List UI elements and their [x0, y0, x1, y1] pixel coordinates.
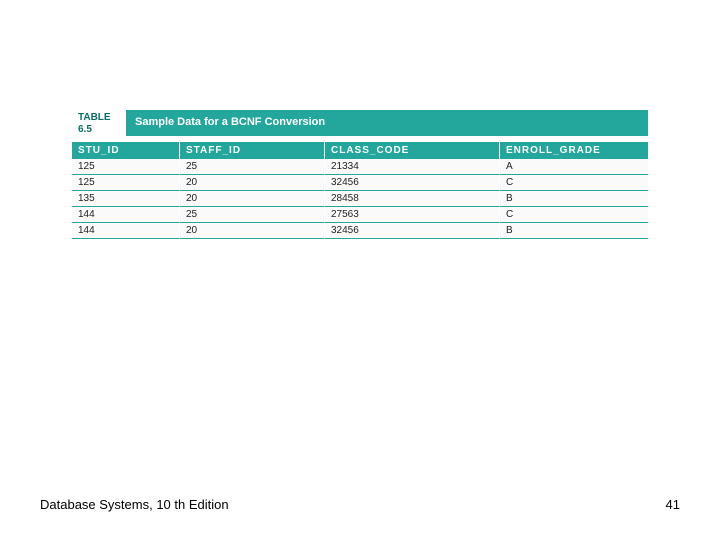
table-column-header: STU_ID STAFF_ID CLASS_CODE ENROLL_GRADE	[72, 142, 648, 159]
cell: A	[500, 159, 648, 175]
cell: 32456	[325, 223, 500, 239]
cell: 20	[180, 223, 325, 239]
table-title-bar: TABLE 6.5 Sample Data for a BCNF Convers…	[72, 110, 648, 136]
cell: 20	[180, 191, 325, 207]
table-row: 125 20 32456 C	[72, 175, 648, 191]
cell: 135	[72, 191, 180, 207]
table-row: 125 25 21334 A	[72, 159, 648, 175]
table-label-cell: TABLE 6.5	[72, 110, 127, 136]
table-row: 135 20 28458 B	[72, 191, 648, 207]
cell: 125	[72, 175, 180, 191]
cell: 28458	[325, 191, 500, 207]
cell: 21334	[325, 159, 500, 175]
footer-left: Database Systems, 10 th Edition	[40, 497, 229, 512]
col-header-staff-id: STAFF_ID	[180, 142, 325, 159]
footer-page-number: 41	[666, 497, 680, 512]
table-row: 144 25 27563 C	[72, 207, 648, 223]
page-footer: Database Systems, 10 th Edition 41	[40, 497, 680, 512]
cell: 125	[72, 159, 180, 175]
cell: 32456	[325, 175, 500, 191]
table-label-num: 6.5	[78, 124, 120, 136]
col-header-stu-id: STU_ID	[72, 142, 180, 159]
cell: 144	[72, 223, 180, 239]
cell: C	[500, 175, 648, 191]
bcnf-table: TABLE 6.5 Sample Data for a BCNF Convers…	[72, 110, 648, 239]
cell: B	[500, 223, 648, 239]
table-title: Sample Data for a BCNF Conversion	[127, 110, 648, 136]
col-header-enroll-grade: ENROLL_GRADE	[500, 142, 648, 159]
table-label-top: TABLE	[78, 112, 120, 124]
cell: C	[500, 207, 648, 223]
table-row: 144 20 32456 B	[72, 223, 648, 239]
cell: 27563	[325, 207, 500, 223]
cell: B	[500, 191, 648, 207]
cell: 144	[72, 207, 180, 223]
cell: 20	[180, 175, 325, 191]
table-body: 125 25 21334 A 125 20 32456 C 135 20 284…	[72, 159, 648, 239]
cell: 25	[180, 159, 325, 175]
col-header-class-code: CLASS_CODE	[325, 142, 500, 159]
cell: 25	[180, 207, 325, 223]
